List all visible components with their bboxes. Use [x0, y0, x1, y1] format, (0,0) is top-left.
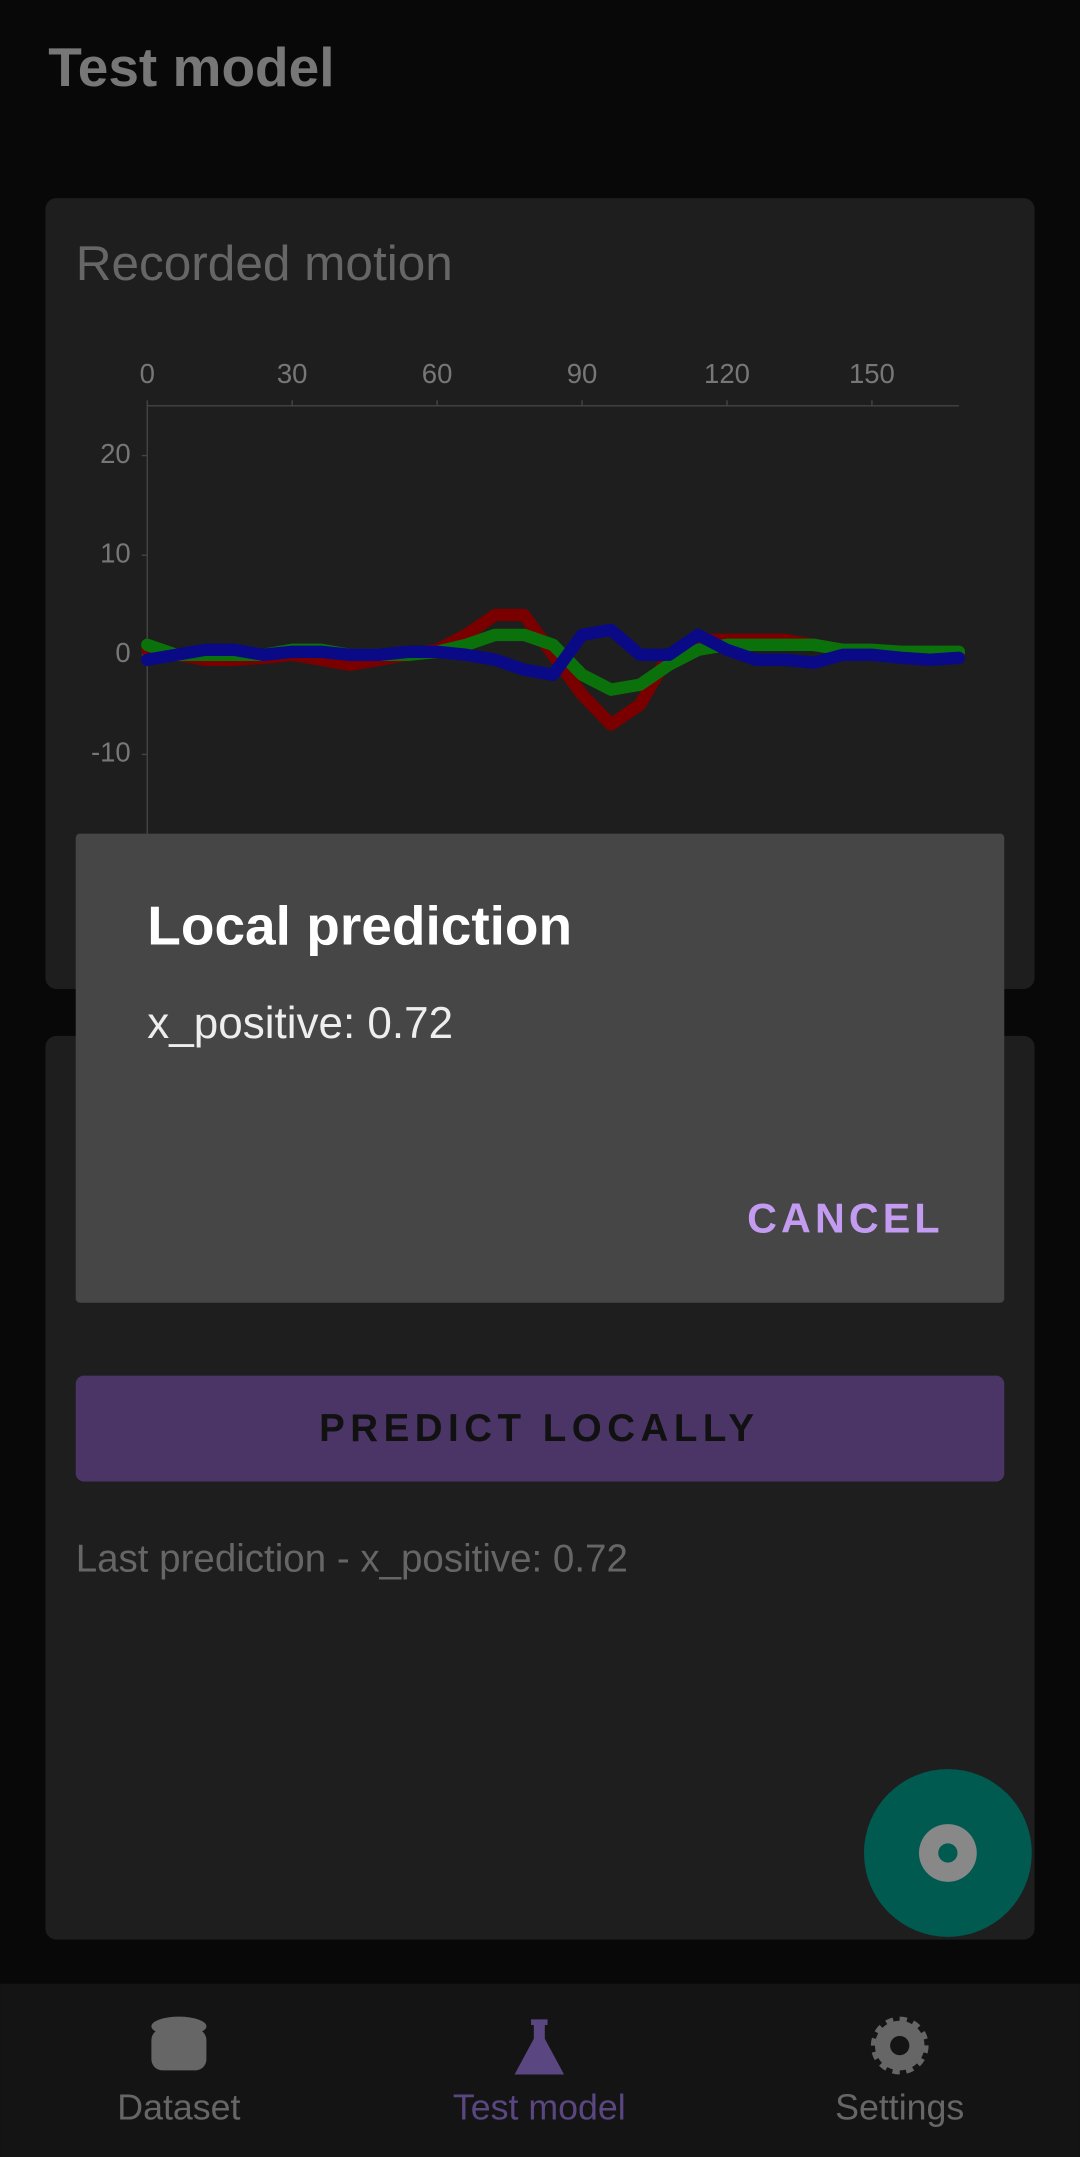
app-bar-title: Test model [48, 36, 334, 98]
x-tick-label: 90 [567, 358, 598, 389]
x-tick-label: 150 [849, 358, 895, 389]
x-tick-label: 60 [422, 358, 453, 389]
fab-icon-dot [938, 1843, 958, 1863]
fab[interactable] [863, 1769, 1032, 1937]
test-model-icon[interactable] [514, 2019, 565, 2075]
y-tick-label: 20 [100, 438, 131, 469]
predict-button-label[interactable]: PREDICT LOCALLY [319, 1407, 759, 1450]
chart-card [45, 198, 1035, 990]
y-tick-label: 10 [100, 537, 131, 568]
last-prediction: Last prediction - x_positive: 0.72 [76, 1538, 628, 1581]
series-line [141, 623, 966, 681]
dialog-title: Local prediction [147, 894, 572, 956]
predict-button[interactable] [75, 1375, 1005, 1482]
dialog-message: x_positive: 0.72 [147, 999, 453, 1048]
dialog [75, 833, 1005, 1303]
nav-label[interactable]: Test model [453, 2088, 626, 2128]
x-tick-label: 30 [277, 358, 308, 389]
y-tick-label: 0 [115, 637, 130, 668]
settings-icon[interactable] [870, 2016, 929, 2075]
card-title: Recorded motion [76, 236, 453, 291]
x-tick-label: 0 [140, 358, 155, 389]
dialog-cancel[interactable]: CANCEL [747, 1195, 944, 1241]
x-tick-label: 120 [704, 358, 750, 389]
dataset-icon[interactable] [151, 2016, 207, 2071]
nav-label[interactable]: Dataset [117, 2088, 240, 2128]
nav-label[interactable]: Settings [835, 2088, 964, 2128]
y-tick-label: -10 [91, 737, 131, 768]
chart: -10 0 10 20 [91, 400, 966, 904]
